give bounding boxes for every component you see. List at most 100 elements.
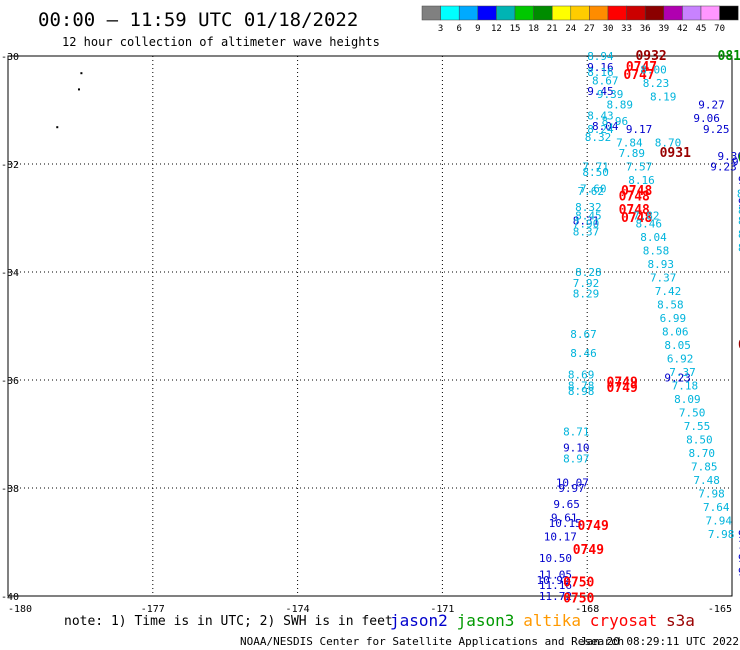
land-dot xyxy=(80,72,83,75)
wave-height-label: 8.98 xyxy=(568,385,595,398)
wave-height-label: 9.97 xyxy=(558,482,585,495)
wave-height-label: 8.23 xyxy=(643,77,670,90)
wave-height-label: 7.89 xyxy=(619,147,646,160)
colorbar-tick-label: 18 xyxy=(528,24,539,34)
wave-height-label: 8.96 xyxy=(602,115,629,128)
legend-cryosat: cryosat xyxy=(590,611,657,630)
wave-height-label: 6.99 xyxy=(660,312,687,325)
wave-height-label: 7.98 xyxy=(698,487,725,500)
wave-height-label: 0749 xyxy=(607,376,638,391)
wave-height-label: 0750 xyxy=(563,576,594,591)
land-dots xyxy=(56,72,83,129)
wave-height-label: 0749 xyxy=(607,381,638,396)
wave-height-label: 9.10 xyxy=(563,442,590,455)
wave-height-label: 7.60 xyxy=(580,182,607,195)
colorbar-tick-label: 45 xyxy=(696,24,707,34)
wave-height-label: 9.30 xyxy=(718,150,740,163)
wave-height-label: 8.69 xyxy=(568,369,595,382)
wave-height-label: 7.92 xyxy=(573,277,600,290)
wave-height-label: 6.92 xyxy=(667,352,694,365)
wave-height-label: 0748 xyxy=(621,184,652,199)
wave-height-label: 8.46 xyxy=(570,347,597,360)
wave-height-label: 7.42 xyxy=(655,285,682,298)
x-tick-label: -177 xyxy=(141,604,165,615)
legend-s3a: s3a xyxy=(666,611,695,630)
wave-height-label: 8 xyxy=(738,242,740,255)
colorbar-tick-label: 39 xyxy=(658,24,669,34)
wave-height-label: 8.92 xyxy=(737,188,740,201)
wave-height-label: 0930 xyxy=(738,338,740,353)
wave-height-label: 8.04 xyxy=(640,231,667,244)
wave-height-label: 7.64 xyxy=(703,501,730,514)
colorbar-swatch xyxy=(607,5,627,21)
wave-height-label: 9.61 xyxy=(551,512,578,525)
colorbar-swatch xyxy=(644,5,665,21)
colorbar-swatch xyxy=(421,5,441,21)
wave-height-label: 9.17 xyxy=(626,123,653,136)
wave-height-label: 9.45 xyxy=(587,85,614,98)
y-tick-label: -38 xyxy=(1,484,19,495)
wave-height-label: 0931 xyxy=(660,146,691,161)
wave-height-label: 7.48 xyxy=(693,474,720,487)
wave-height-label: 8.28 xyxy=(575,266,602,279)
wave-height-label: 8.70 xyxy=(655,136,682,149)
land-dot xyxy=(56,126,59,129)
wave-height-label: 8.29 xyxy=(573,288,600,301)
x-tick-label: -174 xyxy=(286,604,310,615)
colorbar-tick-label: 33 xyxy=(621,24,632,34)
wave-height-label: 8.16 xyxy=(628,174,655,187)
wave-height-label: 11.72 xyxy=(539,590,572,603)
wave-height-label: 8.37 xyxy=(573,226,600,239)
wave-height-label: 0749 xyxy=(578,519,609,534)
wave-height-label: 9.39 xyxy=(597,88,624,101)
wave-height-label: 0750 xyxy=(563,592,594,607)
wave-height-label: 8.94 xyxy=(587,50,614,63)
land-dot xyxy=(77,88,80,91)
wave-height-label: 9.65 xyxy=(553,498,580,511)
colorbar-swatch xyxy=(570,5,590,21)
wave-height-label: 10.33 xyxy=(738,539,740,552)
plot-frame xyxy=(7,55,733,597)
wave-height-label: 9.5 xyxy=(738,566,740,579)
wave-height-label: 8.43 xyxy=(587,109,614,122)
colorbar-swatch xyxy=(700,5,720,21)
wave-height-label: 0749 xyxy=(573,543,604,558)
wave-height-label: 7.50 xyxy=(679,406,706,419)
wave-height-label: 9.46 xyxy=(738,196,740,209)
colorbar-tick-label: 24 xyxy=(565,24,576,34)
colorbar-swatch xyxy=(626,5,646,21)
colorbar-swatch xyxy=(458,5,479,21)
wave-height-label: 8.22 xyxy=(738,204,740,217)
wave-height-label: 0747 xyxy=(623,68,654,83)
wave-height-label: 7.90 xyxy=(573,217,600,230)
wave-height-label: 9.13 xyxy=(732,155,740,168)
y-tick-label: -32 xyxy=(1,160,19,171)
colorbar-swatch xyxy=(551,5,572,21)
wave-height-label: 7.55 xyxy=(684,420,711,433)
wave-height-label: 8.05 xyxy=(664,339,691,352)
wave-height-label: 082 xyxy=(738,152,740,167)
wave-height-label: 7.71 xyxy=(582,161,609,174)
x-tick-label: -168 xyxy=(575,604,599,615)
wave-height-label: 0748 xyxy=(619,189,650,204)
x-tick-label: -180 xyxy=(8,604,32,615)
wave-height-label: 0819 xyxy=(718,49,740,64)
wave-height-label: 7.18 xyxy=(672,379,699,392)
wave-height-label: 9.5 xyxy=(738,552,740,565)
wave-height-labels: 9.16 9.45 9.17 8.04 8.31 9.279.069.25 9.309.13… xyxy=(537,49,740,607)
wave-height-label: 8.89 xyxy=(607,99,634,112)
wave-height-label: 0748 xyxy=(621,211,652,226)
footer-credit: NOAA/NESDIS Center for Satellite Applica… xyxy=(240,635,624,648)
colorbar-swatch xyxy=(682,5,702,21)
wave-height-label: 8.58 xyxy=(657,298,684,311)
colorbar-tick-label: 30 xyxy=(603,24,614,34)
wave-height-label: 8.45 xyxy=(575,209,602,222)
legend-altika: altika xyxy=(523,611,581,630)
wave-height-label: 8.97 xyxy=(563,452,590,465)
colorbar-swatch xyxy=(514,5,534,21)
wave-height-label: 10.50 xyxy=(539,552,572,565)
wave-height-label: 8.50 xyxy=(582,166,609,179)
